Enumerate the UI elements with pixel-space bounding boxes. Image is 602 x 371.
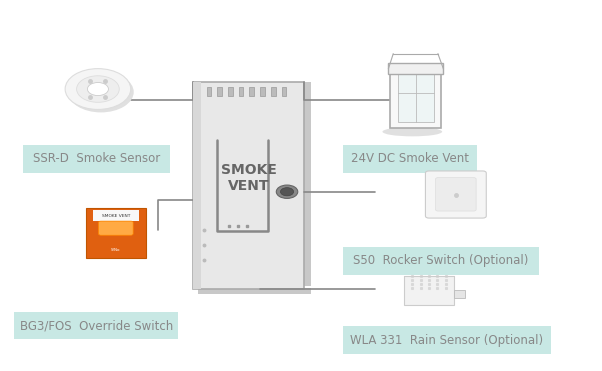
Bar (228, 87, 233, 96)
Bar (271, 87, 276, 96)
Bar (398, 72, 434, 122)
Bar (390, 69, 441, 128)
Text: 24V DC Smoke Vent: 24V DC Smoke Vent (350, 152, 468, 165)
Bar (282, 87, 287, 96)
Text: SSR-D  Smoke Sensor: SSR-D Smoke Sensor (33, 152, 160, 165)
Bar (404, 276, 454, 305)
Text: WLA 331  Rain Sensor (Optional): WLA 331 Rain Sensor (Optional) (350, 334, 544, 347)
FancyBboxPatch shape (343, 326, 551, 354)
Bar (304, 82, 311, 286)
Bar (86, 208, 146, 258)
Bar (388, 63, 443, 74)
Bar (260, 87, 265, 96)
Text: S50  Rocker Switch (Optional): S50 Rocker Switch (Optional) (353, 254, 529, 267)
Text: SMOKE VENT: SMOKE VENT (102, 214, 130, 217)
FancyBboxPatch shape (23, 145, 170, 173)
Bar (193, 82, 304, 289)
FancyBboxPatch shape (99, 221, 133, 235)
Text: BG3/FOS  Override Switch: BG3/FOS Override Switch (20, 319, 173, 332)
FancyBboxPatch shape (426, 171, 486, 218)
Circle shape (87, 82, 108, 96)
Bar (93, 210, 138, 221)
FancyBboxPatch shape (436, 178, 476, 211)
Bar (198, 288, 311, 294)
Bar (454, 290, 465, 298)
Ellipse shape (382, 127, 442, 137)
FancyBboxPatch shape (343, 247, 539, 275)
Text: S/No: S/No (111, 249, 120, 252)
FancyBboxPatch shape (343, 145, 477, 173)
Circle shape (68, 72, 134, 112)
Bar (206, 87, 211, 96)
Text: SMOKE
VENT: SMOKE VENT (221, 163, 277, 193)
Circle shape (65, 69, 131, 109)
Bar (239, 87, 243, 96)
Circle shape (76, 76, 119, 102)
Circle shape (276, 185, 298, 198)
Bar (217, 87, 222, 96)
FancyBboxPatch shape (14, 312, 178, 339)
Bar (249, 87, 254, 96)
Bar (193, 82, 200, 289)
Circle shape (281, 188, 294, 196)
